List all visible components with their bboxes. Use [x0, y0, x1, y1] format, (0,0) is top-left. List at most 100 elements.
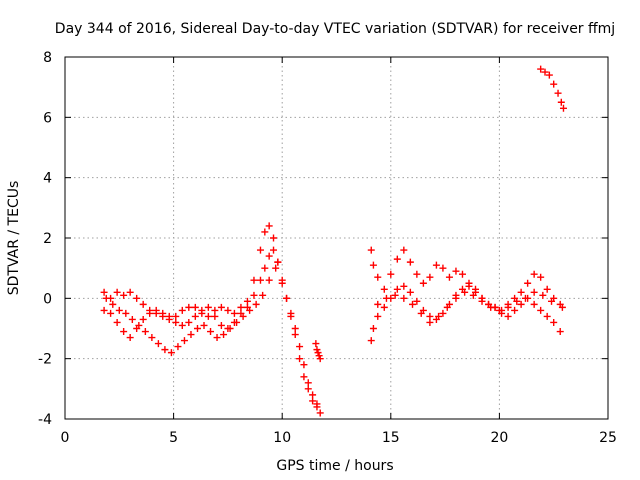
data-point: [443, 303, 451, 311]
data-point: [393, 285, 401, 293]
data-point: [393, 255, 401, 263]
data-point: [191, 303, 199, 311]
data-point: [113, 318, 121, 326]
data-point: [304, 385, 312, 393]
data-point: [185, 318, 193, 326]
y-axis-label: SDTVAR / TECUs: [6, 181, 22, 296]
series-track-b: [100, 246, 321, 408]
y-tick-label: 6: [43, 110, 52, 126]
data-point: [369, 261, 377, 269]
data-point: [115, 306, 123, 314]
data-point: [391, 291, 399, 299]
x-tick-label: 15: [382, 430, 400, 446]
data-point: [556, 328, 564, 336]
data-point: [472, 285, 480, 293]
data-point: [193, 325, 201, 332]
data-point: [120, 291, 128, 299]
data-point: [135, 321, 143, 329]
data-point: [265, 252, 273, 260]
data-point: [513, 297, 521, 305]
plot-frame: [64, 56, 609, 420]
data-point: [287, 309, 295, 317]
data-point: [224, 306, 232, 314]
data-point: [495, 306, 503, 314]
data-point: [387, 270, 395, 278]
data-point: [265, 276, 273, 284]
data-point: [126, 288, 134, 296]
data-point: [250, 291, 258, 299]
data-point: [558, 303, 566, 311]
data-point: [541, 68, 549, 76]
data-point: [550, 318, 558, 326]
data-point: [161, 346, 169, 354]
data-point: [521, 294, 529, 302]
data-point: [291, 325, 299, 332]
data-point: [511, 306, 519, 314]
data-point: [461, 288, 469, 296]
data-point: [100, 306, 108, 314]
data-point: [139, 315, 147, 323]
data-point: [530, 288, 538, 296]
data-point: [426, 273, 434, 281]
data-point: [539, 291, 547, 299]
data-point: [237, 303, 245, 311]
data-point: [548, 297, 556, 305]
data-point: [380, 285, 388, 293]
data-point: [543, 285, 551, 293]
data-point: [478, 297, 486, 305]
data-point: [274, 258, 282, 266]
data-point: [172, 312, 180, 320]
data-point: [211, 312, 219, 320]
data-point: [126, 334, 134, 342]
data-point: [380, 303, 388, 311]
data-point: [452, 267, 460, 275]
series-track-h: [537, 65, 567, 112]
y-tick-label: -2: [38, 352, 52, 368]
data-point: [406, 258, 414, 266]
y-tick-label: -4: [38, 412, 52, 428]
data-point: [537, 273, 545, 281]
data-point: [261, 264, 269, 272]
data-point: [313, 400, 321, 408]
data-point: [435, 312, 443, 320]
data-point: [191, 312, 199, 320]
data-point: [445, 273, 453, 281]
data-point: [185, 303, 193, 311]
data-point: [517, 288, 525, 296]
data-point: [256, 246, 264, 254]
data-point: [107, 309, 115, 317]
data-point: [559, 104, 567, 112]
data-point: [217, 321, 225, 329]
data-point: [178, 306, 186, 314]
y-tick-label: 8: [43, 50, 52, 66]
data-point: [113, 288, 121, 296]
data-point: [152, 306, 160, 314]
data-point: [504, 303, 512, 311]
data-point: [382, 294, 390, 302]
x-tick-labels: 0 5 10 15 20 25: [61, 430, 617, 446]
data-point: [296, 343, 304, 351]
data-point: [265, 222, 273, 230]
data-point: [291, 331, 299, 339]
data-point: [487, 303, 495, 311]
data-point: [180, 337, 188, 345]
data-point: [187, 331, 195, 339]
data-point: [367, 337, 375, 345]
data-point: [259, 291, 267, 299]
y-tick-label: 0: [43, 291, 52, 307]
series-track-d: [312, 340, 324, 363]
series-track-c: [102, 264, 280, 357]
data-point: [452, 294, 460, 302]
data-point: [102, 294, 110, 302]
data-point: [400, 282, 408, 290]
data-point: [220, 331, 228, 339]
data-point: [419, 279, 427, 287]
data-point: [165, 312, 173, 320]
x-tick-label: 20: [490, 430, 508, 446]
data-point: [550, 80, 558, 88]
x-tick-label: 0: [61, 430, 70, 446]
data-point: [545, 71, 553, 79]
data-point: [413, 270, 421, 278]
data-point: [217, 303, 225, 311]
y-tick-label: 4: [43, 171, 52, 187]
